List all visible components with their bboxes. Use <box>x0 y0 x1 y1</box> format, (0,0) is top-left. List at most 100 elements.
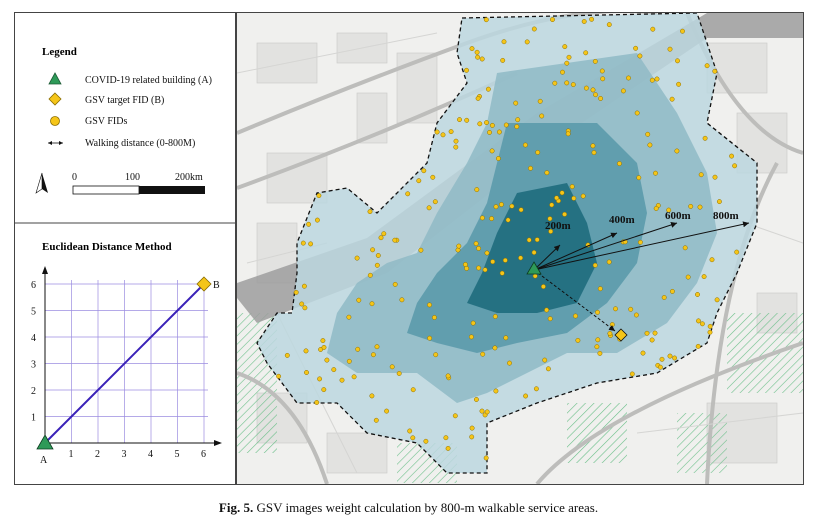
gsv-fid-point <box>653 170 658 176</box>
yellow-circle-icon <box>50 116 60 126</box>
euclid-grid: 1 2 3 4 5 6 1 2 3 4 5 6 A B <box>31 266 222 466</box>
gsv-fid-point <box>457 117 462 123</box>
gsv-fid-point <box>427 335 433 341</box>
gsv-fid-point <box>564 80 570 86</box>
gsv-fid-point <box>320 338 326 344</box>
gsv-fid-point <box>476 245 482 251</box>
gsv-fid-point <box>515 117 521 123</box>
gsv-fid-point <box>507 360 512 366</box>
gsv-fid-point <box>653 206 659 211</box>
figure-number: Fig. 5. <box>218 500 254 515</box>
gsv-fid-point <box>606 259 612 265</box>
gsv-fid-point <box>534 237 540 243</box>
green-triangle-icon <box>48 72 62 85</box>
gsv-fid-point <box>649 77 655 83</box>
gsv-fid-point <box>314 400 320 405</box>
gsv-fid-point <box>595 337 601 343</box>
gsv-fid-point <box>369 301 375 307</box>
gsv-fid-point <box>552 80 558 86</box>
gsv-fid-point <box>607 331 613 336</box>
legend-item-covid-building: COVID-19 related building (A) <box>48 72 212 86</box>
gsv-fid-point <box>654 76 660 82</box>
gsv-fid-point <box>524 39 530 45</box>
gsv-fid-point <box>667 46 673 52</box>
gsv-fid-point <box>734 249 740 255</box>
gsv-fid-point <box>569 184 575 190</box>
gsv-fid-point <box>464 67 469 73</box>
distance-label-400: 400m <box>609 214 635 226</box>
gsv-fid-point <box>418 247 424 253</box>
gsv-fid-point <box>434 129 440 135</box>
gsv-fid-point <box>667 353 673 359</box>
gsv-fid-point <box>276 373 282 379</box>
gsv-fid-point <box>571 195 577 201</box>
gsv-fid-point <box>317 376 323 382</box>
gsv-fid-point <box>666 207 672 213</box>
gsv-fid-point <box>302 305 308 311</box>
gsv-fid-point <box>484 250 490 256</box>
gsv-fid-point <box>652 330 658 336</box>
gsv-fid-point <box>732 163 738 169</box>
service-areas <box>256 13 758 474</box>
gsv-fid-point <box>487 129 492 135</box>
gsv-fid-point <box>676 81 682 87</box>
gsv-fid-point <box>443 435 449 441</box>
gsv-fid-point <box>469 434 475 440</box>
figure-caption-text: GSV images weight calculation by 800-m w… <box>256 500 599 515</box>
gsv-fid-point <box>707 329 713 335</box>
gsv-fid-point <box>560 69 565 75</box>
gsv-fid-point <box>301 283 307 289</box>
gsv-fid-point <box>356 297 362 303</box>
gsv-fid-point <box>374 344 380 350</box>
gsv-fid-point <box>416 178 422 184</box>
gsv-fid-point <box>531 26 537 32</box>
gsv-fid-point <box>712 68 718 74</box>
gsv-fid-point <box>410 435 416 441</box>
gsv-fid-point <box>423 438 429 444</box>
gsv-fid-point <box>633 312 639 318</box>
gsv-fid-point <box>698 172 704 178</box>
gsv-fid-point <box>669 288 675 294</box>
gsv-fid-point <box>479 215 485 221</box>
gsv-fid-point <box>528 165 533 171</box>
gsv-fid-point <box>407 428 413 434</box>
gsv-fid-point <box>321 387 327 393</box>
gsv-fid-point <box>501 39 507 45</box>
gsv-fid-point <box>502 257 508 263</box>
gsv-fid-point <box>695 343 701 349</box>
service-area-boundary <box>256 13 758 474</box>
gsv-fid-point <box>316 193 322 199</box>
distance-arrows: 200m 400m 600m 800m <box>533 210 750 332</box>
gsv-fid-point <box>479 408 485 414</box>
gsv-fid-point <box>650 26 656 32</box>
legend-item-walking-distance: Walking distance (0-800M) <box>48 138 195 149</box>
gsv-fid-point <box>547 216 553 222</box>
gsv-fid-point <box>373 417 379 423</box>
gsv-fid-point <box>303 348 309 354</box>
gsv-fid-point <box>609 322 615 328</box>
gsv-fid-point <box>559 190 565 196</box>
gsv-fid-point <box>308 241 314 247</box>
gsv-fid-point <box>592 58 598 64</box>
gsv-fid-point <box>284 352 290 358</box>
gsv-fid-point <box>539 113 545 119</box>
gsv-fid-point <box>590 143 596 149</box>
gsv-fid-point <box>712 174 718 180</box>
gsv-fid-point <box>431 315 437 320</box>
gsv-fid-point <box>392 281 398 287</box>
gsv-fid-point <box>595 309 600 315</box>
gsv-fid-point <box>448 129 454 135</box>
distance-label-600: 600m <box>665 210 691 222</box>
gsv-fid-point <box>469 425 475 431</box>
gsv-fid-point <box>426 205 432 211</box>
distance-label-800: 800m <box>713 210 739 222</box>
gsv-fid-point <box>695 292 700 297</box>
gsv-fid-point <box>597 286 603 292</box>
gsv-fid-point <box>566 54 572 60</box>
gsv-fid-point <box>613 306 618 312</box>
euclid-line <box>44 283 205 444</box>
gsv-fid-point <box>645 131 651 137</box>
gsv-fid-point <box>410 387 416 393</box>
gsv-fid-point <box>331 367 337 373</box>
gsv-fid-point <box>518 255 524 261</box>
